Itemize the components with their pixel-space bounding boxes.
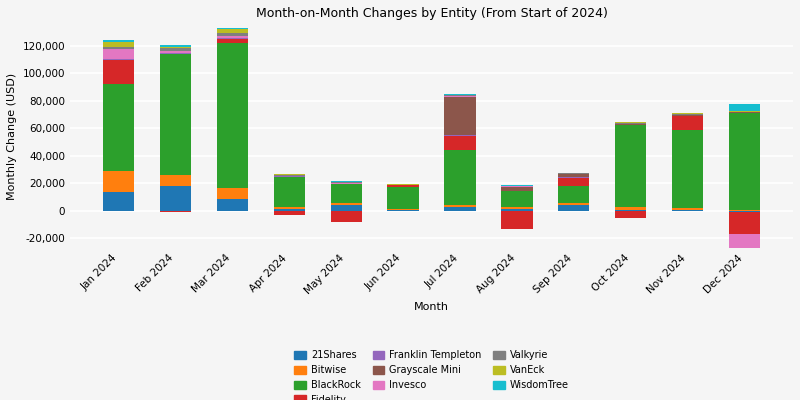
Bar [729,211,760,212]
Bar [729,113,760,210]
Bar [160,175,191,186]
Y-axis label: Monthly Change (USD): Monthly Change (USD) [7,73,17,200]
Bar [444,150,476,205]
Bar [103,46,134,49]
Bar [160,51,191,54]
Legend: 21Shares, Bitwise, BlackRock, Fidelity, Franklin Templeton, Grayscale Mini, Inve: 21Shares, Bitwise, BlackRock, Fidelity, … [290,346,573,400]
Bar [444,95,476,96]
Bar [729,234,760,264]
Bar [729,210,760,211]
Bar [103,40,134,42]
Bar [217,43,248,188]
Bar [444,97,476,135]
Bar [274,175,305,176]
Bar [274,174,305,175]
Bar [558,203,590,205]
Title: Month-on-Month Changes by Entity (From Start of 2024): Month-on-Month Changes by Entity (From S… [255,7,607,20]
Bar [103,84,134,171]
Bar [330,182,362,183]
Bar [103,49,134,59]
Bar [502,209,533,211]
Bar [217,36,248,38]
Bar [274,176,305,207]
Bar [729,112,760,113]
Bar [160,45,191,46]
Bar [729,111,760,112]
Bar [672,116,703,130]
Bar [387,187,418,209]
Bar [103,59,134,60]
Bar [502,186,533,191]
Bar [558,174,590,177]
Bar [558,178,590,186]
Bar [217,39,248,43]
Bar [217,188,248,198]
Bar [558,205,590,211]
Bar [729,212,760,234]
Bar [160,186,191,211]
Bar [160,54,191,175]
Bar [217,33,248,36]
Bar [672,210,703,211]
Bar [103,42,134,46]
Bar [330,205,362,211]
Bar [672,114,703,115]
Bar [615,124,646,125]
Bar [160,46,191,48]
Bar [615,208,646,210]
Bar [103,60,134,84]
Bar [729,104,760,111]
Bar [387,210,418,211]
Bar [502,208,533,209]
Bar [274,207,305,209]
Bar [444,136,476,150]
Bar [274,209,305,211]
Bar [217,30,248,33]
Bar [444,205,476,208]
Bar [672,130,703,208]
Bar [502,191,533,208]
X-axis label: Month: Month [414,302,449,312]
Bar [274,211,305,215]
Bar [103,171,134,192]
Bar [217,28,248,30]
Bar [103,192,134,211]
Bar [217,198,248,211]
Bar [502,211,533,229]
Bar [160,48,191,51]
Bar [672,208,703,210]
Bar [672,115,703,116]
Bar [387,209,418,210]
Bar [615,123,646,124]
Bar [330,183,362,184]
Bar [615,122,646,123]
Bar [160,211,191,212]
Bar [387,186,418,187]
Bar [330,203,362,205]
Bar [217,38,248,39]
Bar [615,211,646,218]
Bar [558,186,590,203]
Bar [558,177,590,178]
Bar [615,210,646,211]
Bar [330,211,362,222]
Bar [444,135,476,136]
Bar [444,96,476,97]
Bar [615,125,646,208]
Bar [444,208,476,211]
Bar [330,184,362,203]
